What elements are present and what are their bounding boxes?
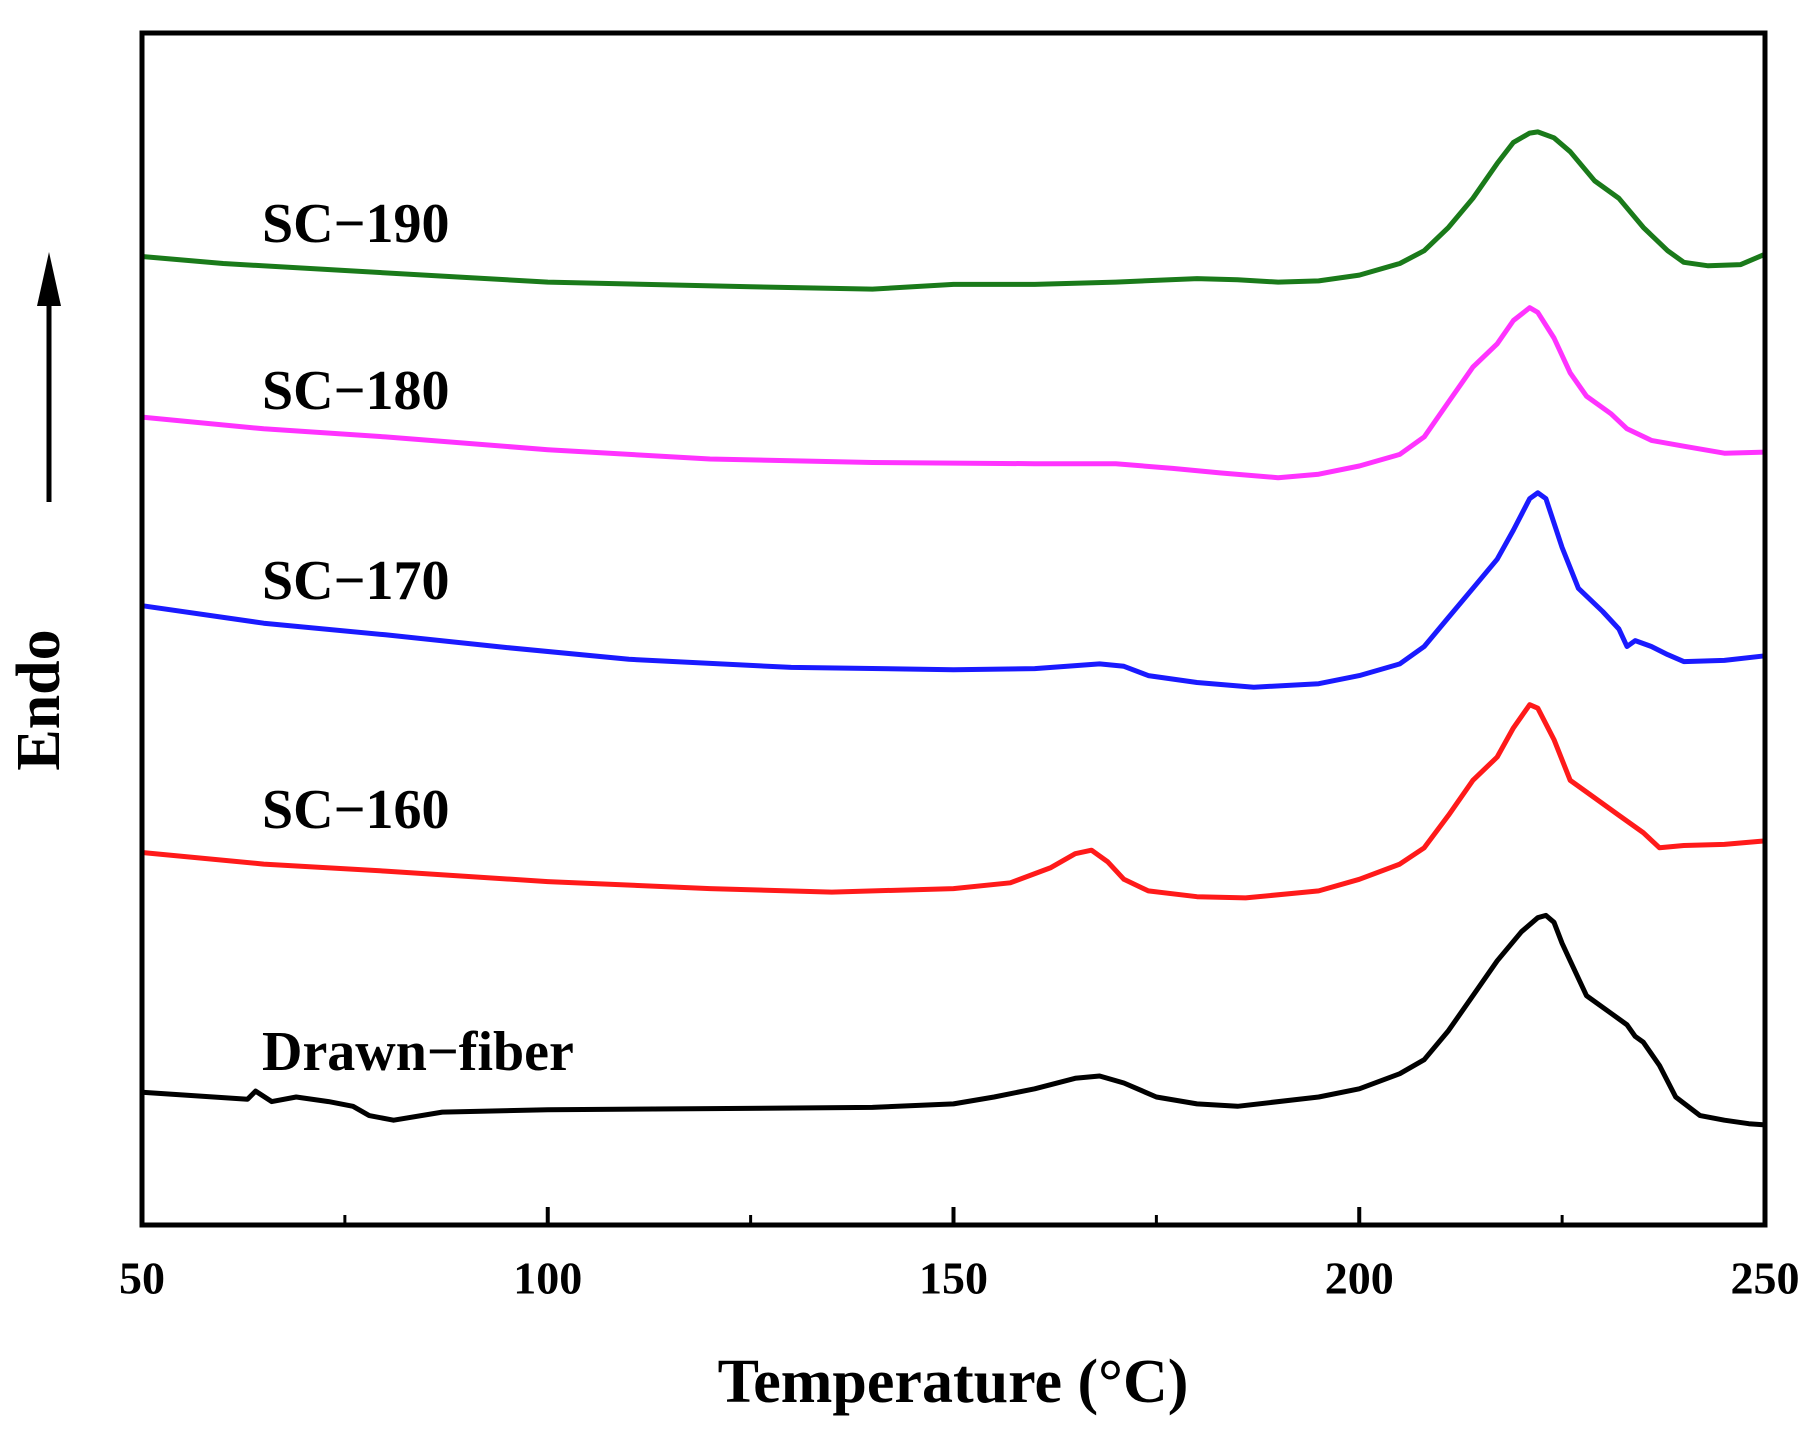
data-line [141,129,1766,292]
plot-frame [139,30,1768,1228]
series-label: SC−190 [262,193,450,255]
x-tick-label: 150 [919,1253,988,1304]
data-line [141,912,1766,1128]
series-label: SC−160 [262,779,450,841]
x-tick-label: 200 [1325,1253,1394,1304]
y-axis-title: Endo [5,629,73,770]
x-axis-title: Temperature (°C) [718,1348,1189,1416]
series-label: SC−180 [262,360,450,422]
endo-arrow-head [37,252,61,306]
data-line [141,702,1766,901]
series-label: Drawn−fiber [262,1021,574,1083]
x-tick-label: 50 [119,1253,165,1304]
series-label: SC−170 [262,550,450,612]
x-tick-label: 250 [1731,1253,1800,1304]
data-line [141,305,1766,481]
data-line [141,490,1766,690]
x-tick-label: 100 [513,1253,582,1304]
